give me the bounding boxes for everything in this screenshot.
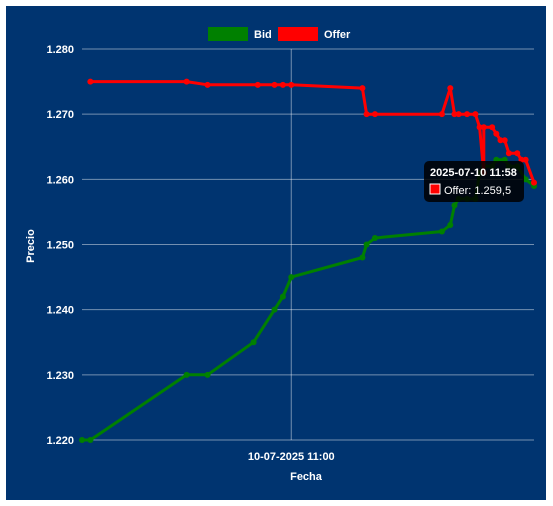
bid-data-point	[451, 202, 458, 209]
y-axis-title: Precio	[25, 229, 37, 263]
tooltip-swatch	[429, 183, 441, 195]
x-tick-label: 10-07-2025 11:00	[248, 451, 335, 463]
y-tick-label: 1.270	[46, 109, 74, 121]
offer-data-point	[451, 111, 458, 118]
offer-data-point	[464, 111, 471, 118]
bid-data-point	[371, 234, 378, 241]
price-line-chart: 1.220 1.230 1.240 1.250 1.260 1.270 1.280 10-0…	[25, 27, 537, 483]
y-tick-label: 1.240	[46, 305, 74, 317]
offer-data-point	[522, 156, 529, 163]
offer-data-point	[183, 78, 190, 85]
offer-data-point	[489, 124, 496, 131]
tooltip-label: Offer: 1.259,5	[444, 185, 511, 197]
offer-data-point	[288, 81, 295, 88]
bid-data-point	[204, 371, 211, 378]
offer-data-point	[371, 111, 378, 118]
offer-data-point	[279, 81, 286, 88]
chart-grid	[82, 48, 534, 441]
y-tick-label: 1.260	[46, 174, 74, 186]
chart-panel: 1.220 1.230 1.240 1.250 1.260 1.270 1.280 10-0…	[6, 6, 546, 500]
offer-data-point	[87, 78, 94, 85]
offer-data-point	[480, 124, 487, 131]
offer-series-line	[90, 80, 536, 184]
offer-data-point	[514, 150, 521, 157]
bid-data-point	[359, 254, 366, 261]
legend-swatch-offer	[278, 27, 318, 41]
y-tick-label: 1.280	[46, 44, 74, 56]
chart-tooltip: 2025-07-10 11:58 Offer: 1.259,5	[424, 161, 524, 202]
offer-data-point	[497, 137, 504, 144]
legend-swatch-bid	[208, 27, 248, 41]
bid-data-point	[288, 274, 295, 281]
y-tick-label: 1.230	[46, 370, 74, 382]
offer-data-point	[455, 111, 462, 118]
y-tick-label: 1.220	[46, 435, 74, 447]
bid-data-point	[79, 437, 85, 443]
offer-data-point	[438, 111, 445, 118]
bid-data-point	[363, 241, 370, 248]
offer-data-point	[447, 85, 454, 92]
bid-data-point	[522, 176, 529, 183]
bid-data-point	[250, 339, 257, 346]
offer-data-point	[531, 179, 537, 186]
offer-data-point	[472, 111, 479, 118]
bid-data-point	[438, 228, 445, 235]
x-axis-title: Fecha	[290, 471, 323, 483]
offer-data-point	[476, 124, 483, 131]
bid-data-point	[279, 293, 286, 300]
offer-data-point	[271, 81, 278, 88]
y-tick-label: 1.250	[46, 240, 74, 252]
legend-label-offer: Offer	[324, 29, 351, 41]
chart-legend[interactable]: Bid Offer	[208, 27, 351, 41]
bid-data-point	[183, 371, 190, 378]
tooltip-box	[424, 161, 524, 202]
bid-data-point	[271, 306, 278, 313]
offer-data-point	[501, 137, 508, 144]
offer-data-point	[363, 111, 370, 118]
offer-data-point	[204, 81, 211, 88]
x-axis-ticks: 10-07-2025 11:00	[248, 451, 335, 463]
offer-data-point	[493, 130, 500, 137]
bid-data-point	[87, 437, 94, 443]
offer-data-point	[254, 81, 261, 88]
offer-data-point	[505, 150, 512, 157]
legend-label-bid: Bid	[254, 29, 272, 41]
series-layer	[79, 78, 537, 443]
bid-data-point	[447, 221, 454, 228]
y-axis-ticks: 1.220 1.230 1.240 1.250 1.260 1.270 1.280	[46, 44, 74, 447]
tooltip-title: 2025-07-10 11:58	[430, 167, 517, 179]
offer-data-point	[359, 85, 366, 92]
